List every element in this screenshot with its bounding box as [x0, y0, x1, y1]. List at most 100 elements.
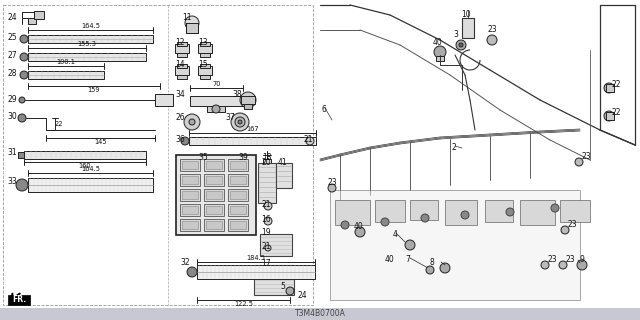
Bar [28, 35, 153, 43]
Text: 16: 16 [261, 215, 271, 224]
Text: 22: 22 [612, 80, 621, 89]
Bar [28, 178, 153, 192]
Bar [175, 44, 189, 53]
Text: FR.: FR. [12, 295, 26, 305]
Circle shape [240, 92, 256, 108]
Bar [560, 200, 590, 222]
Bar [230, 161, 246, 169]
Text: 34: 34 [175, 90, 185, 99]
Text: 41: 41 [278, 158, 287, 167]
Text: 32: 32 [180, 258, 189, 267]
Bar [28, 53, 146, 61]
Bar [207, 106, 225, 112]
Text: 25: 25 [7, 33, 17, 42]
Circle shape [328, 184, 336, 192]
Text: 23: 23 [566, 255, 575, 264]
Text: 15: 15 [198, 60, 207, 69]
Text: 122.5: 122.5 [234, 301, 253, 307]
Circle shape [264, 217, 272, 225]
Text: 145: 145 [94, 139, 107, 145]
Circle shape [341, 221, 349, 229]
Circle shape [604, 111, 614, 121]
Text: 100.1: 100.1 [56, 59, 76, 65]
Text: 167: 167 [246, 126, 259, 132]
Circle shape [421, 214, 429, 222]
Text: 38: 38 [232, 90, 242, 99]
Bar [198, 66, 212, 75]
Circle shape [187, 267, 197, 277]
Text: 17: 17 [261, 259, 271, 268]
Bar [193, 160, 201, 176]
Bar [228, 174, 248, 186]
Bar [204, 189, 224, 201]
Bar [34, 11, 44, 19]
Circle shape [231, 113, 249, 131]
Text: 30: 30 [7, 112, 17, 121]
Bar [3, 5, 313, 305]
Circle shape [20, 71, 28, 79]
Circle shape [440, 263, 450, 273]
Bar [177, 42, 187, 46]
Bar [155, 94, 173, 106]
Bar [197, 265, 315, 279]
Bar [254, 265, 294, 295]
Bar [180, 159, 200, 171]
Bar [177, 53, 187, 57]
Bar [186, 23, 198, 33]
Circle shape [355, 227, 365, 237]
Circle shape [306, 137, 314, 145]
Circle shape [559, 261, 567, 269]
Text: 24: 24 [297, 291, 307, 300]
Bar [606, 84, 614, 92]
Circle shape [238, 120, 242, 124]
Text: 22: 22 [55, 121, 63, 127]
Text: 36: 36 [175, 135, 185, 144]
Circle shape [426, 266, 434, 274]
Text: 70: 70 [212, 81, 221, 87]
Text: 23: 23 [488, 25, 498, 34]
Bar [200, 53, 210, 57]
Text: 4: 4 [393, 230, 398, 239]
Text: 9: 9 [580, 255, 585, 264]
Circle shape [456, 40, 466, 50]
Text: 26: 26 [175, 113, 184, 122]
Text: 37: 37 [225, 113, 235, 122]
Text: 21: 21 [303, 135, 312, 144]
Bar [182, 176, 198, 184]
Bar [0, 308, 640, 320]
Bar [180, 189, 200, 201]
Text: 40: 40 [354, 222, 364, 231]
Text: 5: 5 [280, 282, 285, 291]
Text: 23: 23 [328, 178, 338, 187]
Bar [276, 163, 292, 188]
Circle shape [487, 35, 497, 45]
Circle shape [20, 35, 28, 43]
Bar [228, 163, 236, 168]
Bar [445, 200, 477, 225]
Bar [190, 96, 243, 106]
Bar [18, 152, 24, 158]
Text: 18: 18 [262, 153, 271, 162]
Text: 10: 10 [461, 10, 470, 19]
Bar [244, 104, 252, 109]
Bar [204, 204, 224, 216]
Text: 21: 21 [261, 242, 271, 251]
Text: 27: 27 [7, 51, 17, 60]
Text: 8: 8 [430, 258, 435, 267]
Bar [606, 112, 614, 120]
Bar [28, 18, 36, 24]
Bar [263, 159, 271, 177]
Bar [200, 75, 210, 79]
Circle shape [381, 218, 389, 226]
Text: 28: 28 [7, 69, 17, 78]
Circle shape [20, 53, 28, 61]
Text: 164.5: 164.5 [81, 166, 100, 172]
Text: 12: 12 [175, 38, 184, 47]
Bar [182, 191, 198, 199]
Bar [335, 200, 370, 225]
Text: 21: 21 [261, 200, 271, 209]
Circle shape [575, 158, 583, 166]
Text: 160: 160 [79, 163, 92, 169]
Text: 184.5: 184.5 [246, 255, 266, 261]
Bar [260, 234, 292, 256]
